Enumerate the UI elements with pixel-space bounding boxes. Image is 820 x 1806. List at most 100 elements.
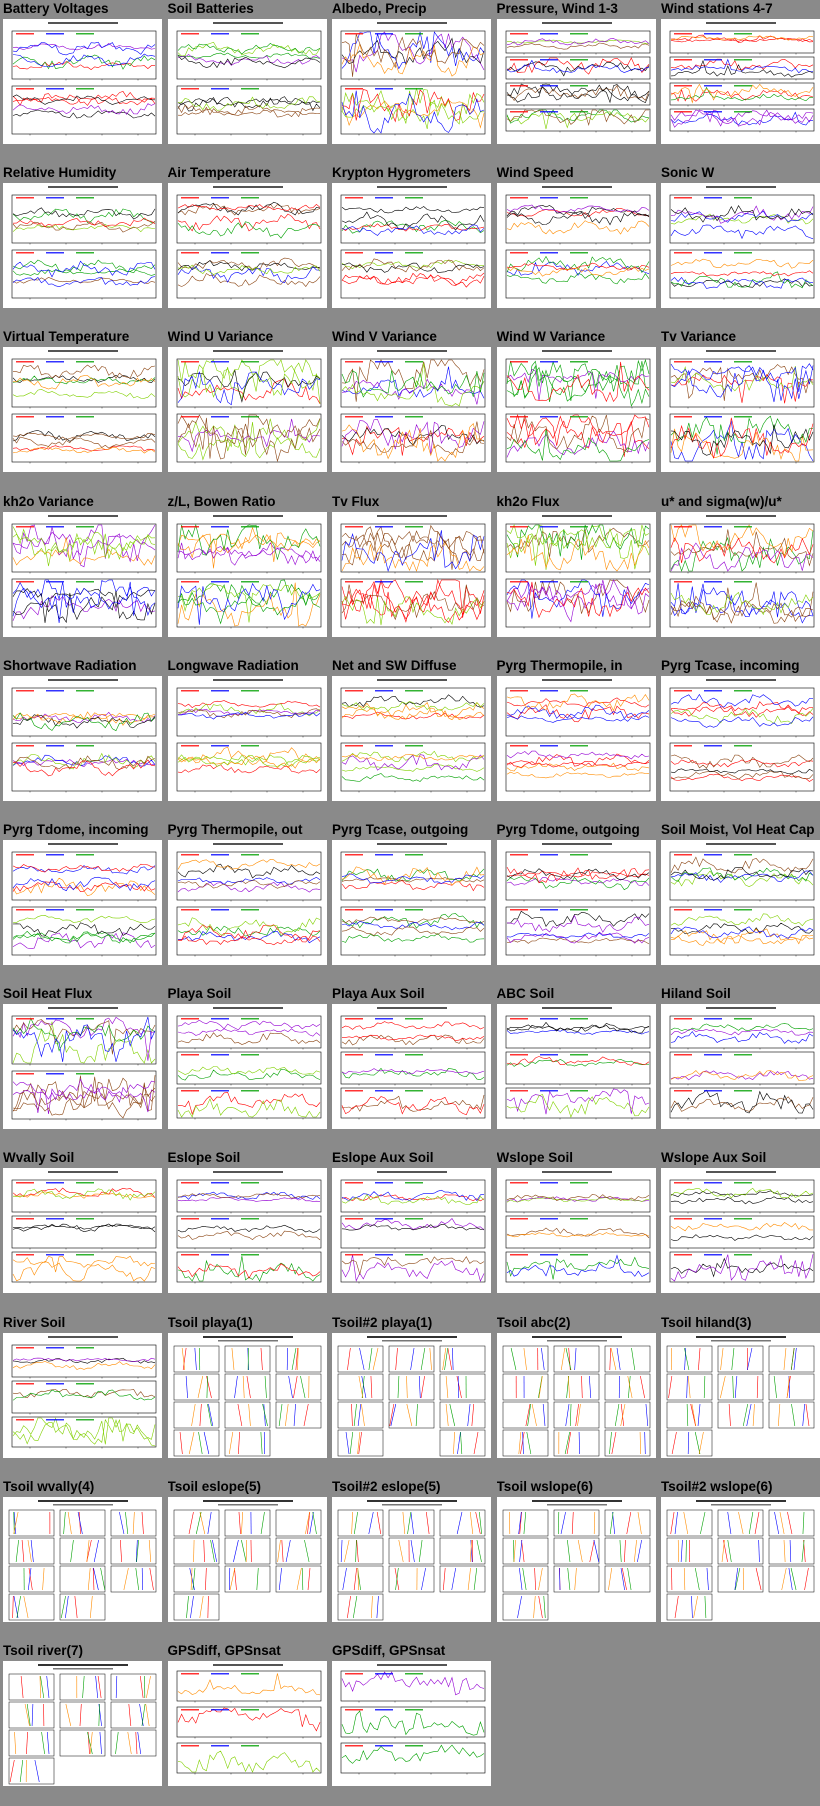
gallery-item[interactable]: Tsoil river(7) xyxy=(0,1642,163,1806)
plot-thumbnail[interactable] xyxy=(332,347,491,472)
gallery-item[interactable]: Tsoil#2 eslope(5) xyxy=(329,1478,492,1642)
plot-thumbnail[interactable] xyxy=(661,1168,820,1293)
plot-thumbnail[interactable] xyxy=(497,512,656,637)
plot-title[interactable]: Soil Heat Flux xyxy=(3,985,163,1003)
plot-title[interactable]: Tsoil wvally(4) xyxy=(3,1478,163,1496)
plot-title[interactable]: Wind Speed xyxy=(497,164,657,182)
plot-title[interactable]: Playa Aux Soil xyxy=(332,985,492,1003)
plot-title[interactable]: Tsoil eslope(5) xyxy=(168,1478,328,1496)
plot-thumbnail[interactable] xyxy=(332,512,491,637)
gallery-item[interactable]: Wind V Variance xyxy=(329,328,492,492)
gallery-item[interactable]: Pyrg Thermopile, in xyxy=(494,657,657,821)
plot-title[interactable]: Krypton Hygrometers xyxy=(332,164,492,182)
gallery-item[interactable]: Pyrg Tdome, incoming xyxy=(0,821,163,985)
gallery-item[interactable]: Hiland Soil xyxy=(658,985,820,1149)
plot-title[interactable]: Soil Moist, Vol Heat Cap xyxy=(661,821,820,839)
gallery-item[interactable]: Tsoil eslope(5) xyxy=(165,1478,328,1642)
plot-title[interactable]: Wslope Aux Soil xyxy=(661,1149,820,1167)
plot-thumbnail[interactable] xyxy=(3,1661,162,1786)
gallery-item[interactable]: Tsoil playa(1) xyxy=(165,1314,328,1478)
plot-thumbnail[interactable] xyxy=(168,676,327,801)
gallery-item[interactable]: Wind stations 4-7 xyxy=(658,0,820,164)
gallery-item[interactable]: Tsoil abc(2) xyxy=(494,1314,657,1478)
plot-thumbnail[interactable] xyxy=(3,1497,162,1622)
gallery-item[interactable]: Virtual Temperature xyxy=(0,328,163,492)
plot-thumbnail[interactable] xyxy=(497,840,656,965)
plot-title[interactable]: Wind V Variance xyxy=(332,328,492,346)
plot-thumbnail[interactable] xyxy=(3,183,162,308)
plot-thumbnail[interactable] xyxy=(332,1333,491,1458)
plot-title[interactable]: Playa Soil xyxy=(168,985,328,1003)
plot-thumbnail[interactable] xyxy=(3,512,162,637)
plot-thumbnail[interactable] xyxy=(661,676,820,801)
plot-thumbnail[interactable] xyxy=(3,676,162,801)
plot-thumbnail[interactable] xyxy=(3,19,162,144)
plot-thumbnail[interactable] xyxy=(497,1333,656,1458)
plot-thumbnail[interactable] xyxy=(661,1497,820,1622)
plot-title[interactable]: Pyrg Thermopile, out xyxy=(168,821,328,839)
gallery-item[interactable]: u* and sigma(w)/u* xyxy=(658,493,820,657)
plot-thumbnail[interactable] xyxy=(168,1168,327,1293)
gallery-item[interactable]: Pressure, Wind 1-3 xyxy=(494,0,657,164)
gallery-item[interactable]: Tsoil hiland(3) xyxy=(658,1314,820,1478)
plot-title[interactable]: Albedo, Precip xyxy=(332,0,492,18)
plot-thumbnail[interactable] xyxy=(497,347,656,472)
plot-title[interactable]: Shortwave Radiation xyxy=(3,657,163,675)
gallery-item[interactable]: Soil Batteries xyxy=(165,0,328,164)
plot-thumbnail[interactable] xyxy=(332,1661,491,1786)
gallery-item[interactable]: Air Temperature xyxy=(165,164,328,328)
plot-thumbnail[interactable] xyxy=(3,1168,162,1293)
plot-title[interactable]: Tv Flux xyxy=(332,493,492,511)
plot-title[interactable]: Eslope Aux Soil xyxy=(332,1149,492,1167)
plot-thumbnail[interactable] xyxy=(332,183,491,308)
gallery-item[interactable]: Sonic W xyxy=(658,164,820,328)
plot-thumbnail[interactable] xyxy=(497,1004,656,1129)
plot-title[interactable]: Tsoil#2 eslope(5) xyxy=(332,1478,492,1496)
plot-title[interactable]: Tsoil playa(1) xyxy=(168,1314,328,1332)
plot-title[interactable]: Pyrg Tdome, outgoing xyxy=(497,821,657,839)
plot-thumbnail[interactable] xyxy=(168,840,327,965)
plot-title[interactable]: Battery Voltages xyxy=(3,0,163,18)
plot-thumbnail[interactable] xyxy=(168,512,327,637)
plot-title[interactable]: Wslope Soil xyxy=(497,1149,657,1167)
plot-title[interactable]: z/L, Bowen Ratio xyxy=(168,493,328,511)
plot-thumbnail[interactable] xyxy=(661,183,820,308)
plot-thumbnail[interactable] xyxy=(661,1333,820,1458)
gallery-item[interactable]: Tsoil wslope(6) xyxy=(494,1478,657,1642)
plot-title[interactable]: Pyrg Tdome, incoming xyxy=(3,821,163,839)
gallery-item[interactable]: Battery Voltages xyxy=(0,0,163,164)
plot-title[interactable]: kh2o Variance xyxy=(3,493,163,511)
gallery-item[interactable]: Tv Flux xyxy=(329,493,492,657)
gallery-item[interactable]: Playa Aux Soil xyxy=(329,985,492,1149)
gallery-item[interactable]: Tsoil#2 playa(1) xyxy=(329,1314,492,1478)
gallery-item[interactable]: Tv Variance xyxy=(658,328,820,492)
plot-title[interactable]: Tsoil hiland(3) xyxy=(661,1314,820,1332)
plot-thumbnail[interactable] xyxy=(332,676,491,801)
gallery-item[interactable]: kh2o Variance xyxy=(0,493,163,657)
plot-thumbnail[interactable] xyxy=(332,840,491,965)
plot-thumbnail[interactable] xyxy=(332,19,491,144)
plot-thumbnail[interactable] xyxy=(497,676,656,801)
plot-title[interactable]: Net and SW Diffuse xyxy=(332,657,492,675)
plot-title[interactable]: Pressure, Wind 1-3 xyxy=(497,0,657,18)
plot-title[interactable]: Tsoil river(7) xyxy=(3,1642,163,1660)
gallery-item[interactable]: Wind W Variance xyxy=(494,328,657,492)
plot-thumbnail[interactable] xyxy=(168,1333,327,1458)
plot-title[interactable]: Air Temperature xyxy=(168,164,328,182)
gallery-item[interactable]: Albedo, Precip xyxy=(329,0,492,164)
plot-title[interactable]: Sonic W xyxy=(661,164,820,182)
plot-thumbnail[interactable] xyxy=(497,1168,656,1293)
plot-thumbnail[interactable] xyxy=(661,1004,820,1129)
plot-thumbnail[interactable] xyxy=(3,1333,162,1458)
plot-thumbnail[interactable] xyxy=(3,1004,162,1129)
plot-thumbnail[interactable] xyxy=(497,183,656,308)
gallery-item[interactable]: Pyrg Tcase, incoming xyxy=(658,657,820,821)
plot-thumbnail[interactable] xyxy=(168,1661,327,1786)
gallery-item[interactable]: Pyrg Tdome, outgoing xyxy=(494,821,657,985)
plot-title[interactable]: Virtual Temperature xyxy=(3,328,163,346)
gallery-item[interactable]: Pyrg Tcase, outgoing xyxy=(329,821,492,985)
gallery-item[interactable]: Pyrg Thermopile, out xyxy=(165,821,328,985)
gallery-item[interactable]: Soil Heat Flux xyxy=(0,985,163,1149)
plot-title[interactable]: Hiland Soil xyxy=(661,985,820,1003)
plot-thumbnail[interactable] xyxy=(332,1168,491,1293)
